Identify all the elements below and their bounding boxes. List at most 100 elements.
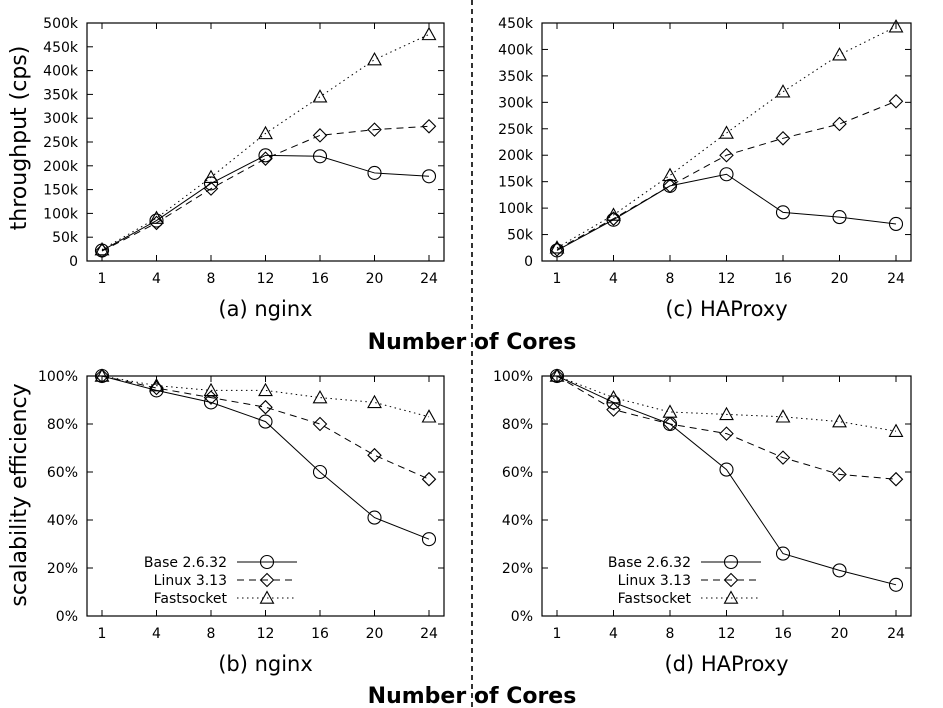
data-point: [367, 510, 382, 525]
data-point: [888, 93, 904, 109]
x-tick-label: 8: [666, 626, 675, 642]
x-tick-label: 16: [774, 626, 792, 642]
plot-frame: [541, 22, 912, 262]
x-tick-label: 4: [152, 626, 161, 642]
data-point: [775, 409, 791, 423]
legend-marker: [259, 590, 275, 604]
legend-marker: [723, 572, 739, 588]
y-tick-label: 0%: [56, 609, 78, 625]
data-point: [775, 205, 791, 220]
data-point: [258, 399, 273, 415]
data-point: [312, 416, 328, 432]
series-triangle: [549, 368, 904, 437]
series-line: [556, 375, 897, 432]
data-point: [832, 210, 847, 225]
data-point: [775, 131, 791, 146]
data-point: [775, 450, 791, 465]
y-tick-label: 40%: [502, 513, 533, 529]
y-tick-label: 20%: [47, 561, 78, 577]
legend: Base 2.6.32 Linux 3.13 Fastsocket: [608, 554, 761, 607]
y-tick-label: 450k: [498, 16, 534, 32]
x-axis-label-bottom: Number of Cores: [368, 684, 577, 708]
data-point: [832, 413, 847, 428]
data-point: [94, 243, 110, 259]
series-line: [556, 26, 897, 249]
legend-marker: [259, 554, 275, 570]
data-point: [606, 402, 621, 417]
series-line: [101, 125, 430, 252]
data-point: [94, 368, 110, 384]
y-tick-label: 50k: [507, 228, 534, 244]
legend-marker: [723, 590, 739, 604]
x-tick-label: 4: [609, 271, 618, 287]
x-tick-label: 12: [718, 271, 736, 287]
data-point: [775, 84, 791, 98]
data-point: [312, 464, 328, 480]
legend-marker: [723, 554, 739, 570]
data-point: [549, 368, 565, 384]
x-tick-label: 20: [831, 626, 849, 642]
data-point: [421, 471, 437, 487]
x-tick-label: 12: [718, 626, 736, 642]
data-point: [719, 462, 734, 477]
series-line: [101, 33, 430, 251]
data-point: [203, 181, 219, 196]
y-tick-label: 250k: [43, 135, 79, 151]
y-tick-label: 60%: [47, 465, 78, 481]
data-point: [719, 406, 734, 421]
y-tick-label: 450k: [43, 40, 79, 56]
series-line: [101, 154, 430, 251]
x-tick-label: 20: [831, 271, 849, 287]
data-point: [94, 241, 110, 256]
y-tick-label: 50k: [52, 230, 79, 246]
y-tick-label: 150k: [498, 175, 534, 191]
x-tick-label: 8: [207, 271, 216, 287]
data-point: [549, 240, 565, 254]
legend-marker: [259, 572, 275, 588]
x-tick-label: 12: [257, 626, 275, 642]
x-tick-label: 8: [666, 271, 675, 287]
data-point: [662, 416, 678, 432]
y-tick-label: 0%: [511, 609, 533, 625]
y-tick-label: 20%: [502, 561, 533, 577]
data-point: [719, 147, 734, 163]
data-point: [606, 207, 621, 221]
series-line: [556, 173, 897, 251]
x-tick-label: 16: [311, 271, 329, 287]
chart-panels: 050k100k150k200k250k300k350k400k450k500k…: [38, 16, 912, 676]
x-tick-label: 24: [420, 626, 438, 642]
x-tick-label: 1: [553, 626, 562, 642]
series-triangle: [94, 368, 437, 423]
data-point: [549, 368, 565, 382]
data-point: [149, 377, 164, 392]
y-tick-label: 150k: [43, 183, 79, 199]
series-diamond: [94, 119, 437, 259]
x-tick-label: 24: [887, 271, 905, 287]
series-line: [556, 375, 897, 480]
x-tick-label: 24: [887, 626, 905, 642]
x-tick-label: 1: [553, 271, 562, 287]
y-tick-label: 80%: [502, 417, 533, 433]
data-point: [258, 125, 273, 140]
data-point: [606, 389, 621, 404]
data-point: [888, 577, 904, 592]
y-tick-label: 500k: [43, 16, 79, 32]
y-tick-label: 350k: [498, 69, 534, 85]
x-tick-label: 20: [366, 626, 384, 642]
data-point: [312, 128, 328, 143]
x-tick-label: 4: [609, 626, 618, 642]
data-point: [888, 423, 904, 437]
data-point: [203, 169, 219, 183]
data-point: [149, 215, 164, 231]
legend-label: Linux 3.13: [154, 573, 227, 589]
legend-label: Base 2.6.32: [144, 555, 227, 571]
data-point: [719, 125, 734, 139]
x-tick-label: 16: [311, 626, 329, 642]
data-point: [888, 216, 904, 232]
x-tick-label: 1: [98, 271, 107, 287]
y-tick-label: 400k: [498, 42, 534, 58]
chart-b: 0% 20% 40% 60% 80% 100% 1 4 8 12 16 20 24 (b) nginx Ba…: [38, 368, 445, 676]
series-diamond: [549, 368, 904, 487]
data-point: [662, 178, 678, 194]
